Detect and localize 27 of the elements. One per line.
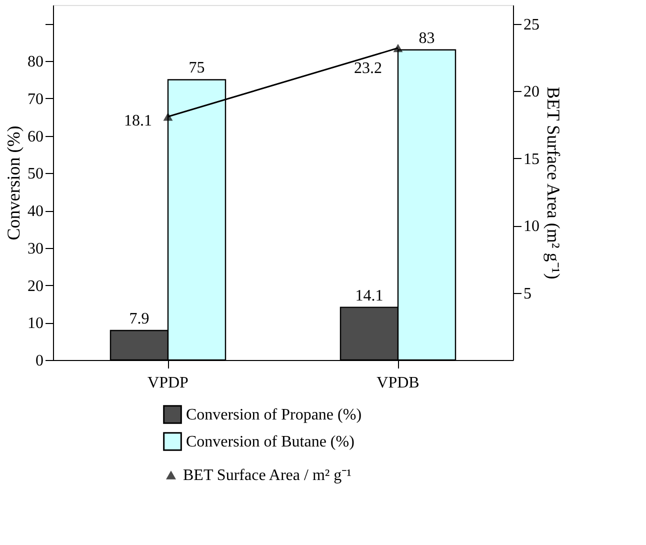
data-label: 7.9 bbox=[129, 310, 150, 328]
data-label: 83 bbox=[418, 30, 435, 47]
y2-tick-label: 5 bbox=[524, 285, 532, 302]
data-label: 14.1 bbox=[355, 287, 384, 304]
legend-label: BET Surface Area / m² g⁻¹ bbox=[183, 467, 352, 484]
y-tick-label: 0 bbox=[36, 352, 44, 370]
y-tick-label: 40 bbox=[28, 203, 44, 220]
y2-tick-label: 10 bbox=[524, 218, 540, 236]
y-tick-label: 70 bbox=[28, 90, 44, 108]
y-tick-label: 60 bbox=[28, 128, 44, 146]
y-tick-label: 10 bbox=[28, 315, 44, 332]
legend-label: Conversion of Butane (%) bbox=[186, 434, 354, 450]
x-tick-label: VPDP bbox=[148, 374, 189, 392]
y2-axis-title: BET Surface Area (m² g⁻¹) bbox=[544, 86, 564, 280]
y2-tick-label: 25 bbox=[524, 16, 540, 34]
data-label: 23.2 bbox=[354, 60, 382, 78]
x-tick-label: VPDB bbox=[376, 374, 420, 392]
y-tick-label: 50 bbox=[28, 166, 44, 183]
y-tick-label: 30 bbox=[28, 240, 44, 258]
data-label: 75 bbox=[188, 60, 205, 77]
y2-tick-label: 15 bbox=[524, 150, 540, 168]
data-label: 18.1 bbox=[124, 112, 152, 130]
legend-label: Conversion of Propane (%) bbox=[186, 406, 362, 424]
y2-tick-label: 20 bbox=[524, 84, 540, 101]
y-tick-label: 80 bbox=[28, 54, 44, 71]
y-tick-label: 20 bbox=[28, 278, 44, 295]
y-axis-title: Conversion (%) bbox=[4, 126, 24, 240]
